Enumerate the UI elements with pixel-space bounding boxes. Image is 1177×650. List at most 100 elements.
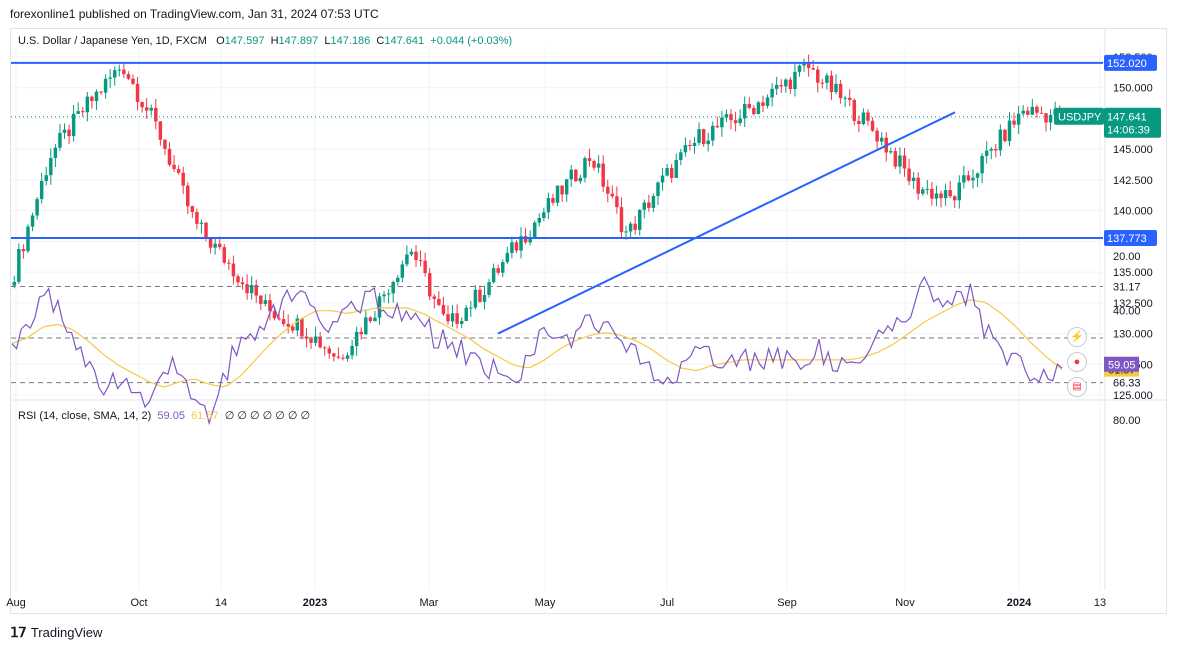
time-axis-tick: 2023 — [303, 597, 327, 609]
time-axis-tick: 2024 — [1007, 597, 1032, 609]
candle-body — [820, 82, 825, 84]
close-label: C — [376, 35, 385, 47]
candle-body — [510, 242, 514, 253]
candle-body — [514, 242, 519, 251]
candle-body — [327, 348, 332, 354]
candle-body — [195, 212, 199, 224]
tradingview-logo-icon: 𝟣𝟩 — [10, 624, 27, 640]
candle-body — [103, 78, 108, 93]
candle-body — [939, 193, 943, 199]
candle-body — [811, 68, 815, 70]
candle-body — [1039, 112, 1044, 114]
price-axis-tick: 140.000 — [1113, 206, 1153, 218]
candle-body — [994, 148, 998, 151]
candle-body — [122, 69, 126, 75]
time-axis-tick: Sep — [777, 597, 797, 609]
candle-body — [683, 144, 688, 153]
candle-body — [861, 112, 866, 125]
candle-body — [825, 75, 829, 83]
candle-body — [756, 102, 761, 115]
candle-body — [843, 97, 847, 99]
candle-body — [368, 317, 373, 322]
candle-body — [665, 168, 669, 176]
us-flag-icon[interactable]: ▤ — [1067, 377, 1087, 397]
candle-body — [925, 188, 930, 190]
candle-body — [907, 168, 911, 182]
candle-body — [313, 336, 318, 343]
candle-body — [747, 103, 752, 108]
time-axis-tick: Oct — [130, 597, 147, 609]
candle-body — [560, 185, 564, 195]
candle-body — [286, 324, 290, 327]
candle-body — [181, 172, 185, 186]
candle-body — [784, 79, 788, 87]
candle-body — [829, 75, 834, 93]
candle-body — [802, 63, 806, 66]
candle-body — [898, 155, 902, 167]
candle-body — [263, 300, 268, 304]
candle-body — [980, 155, 984, 174]
candle-body — [788, 79, 793, 89]
price-axis-tick: 125.000 — [1113, 390, 1153, 402]
candle-body — [455, 313, 459, 324]
candle-body — [254, 284, 258, 296]
candle-body — [35, 199, 39, 216]
rsi-line — [11, 275, 1063, 426]
candle-body — [984, 150, 989, 156]
candle-body — [304, 336, 309, 339]
candle-body — [615, 196, 619, 208]
candle-body — [99, 91, 103, 93]
candle-body — [291, 326, 295, 331]
symbol-legend: U.S. Dollar / Japanese Yen, 1D, FXCM O14… — [18, 35, 512, 47]
candle-body — [158, 121, 163, 140]
high-value: 147.897 — [278, 35, 319, 47]
candle-body — [806, 63, 811, 69]
candle-body — [1021, 110, 1025, 114]
candle-body — [112, 70, 117, 78]
candle-body — [117, 69, 122, 71]
candle-body — [505, 252, 510, 263]
candle-body — [706, 140, 710, 145]
rsi-axis-tick: 31.17 — [1113, 282, 1141, 294]
candle-body — [834, 83, 838, 93]
candle-body — [624, 231, 628, 233]
candle-body — [765, 97, 770, 106]
candle-body — [989, 148, 993, 151]
close-value: 147.641 — [384, 35, 425, 47]
candle-body — [240, 282, 245, 285]
candle-body — [679, 152, 683, 160]
price-axis-tick: 132.500 — [1113, 298, 1153, 310]
candle-body — [957, 182, 962, 201]
candle-body — [186, 185, 190, 207]
price-axis-tick: 145.000 — [1113, 144, 1153, 156]
rsi-title: RSI (14, close, SMA, 14, 2) — [18, 410, 152, 422]
candle-body — [17, 249, 21, 282]
candle-body — [669, 168, 674, 178]
candle-body — [208, 237, 213, 248]
candle-body — [277, 318, 281, 320]
time-axis-tick: 14 — [215, 597, 227, 609]
candle-body — [774, 85, 779, 89]
candle-body — [382, 294, 386, 297]
tradingview-footer[interactable]: 𝟣𝟩 TradingView — [10, 624, 102, 641]
candle-body — [519, 236, 523, 251]
candle-body — [231, 263, 236, 277]
candle-body — [322, 347, 327, 349]
countdown-tag: 14:06:39 — [1107, 125, 1150, 137]
candle-body — [482, 294, 487, 302]
rsi-sma-line — [11, 299, 1063, 388]
chart-frame[interactable] — [10, 28, 1167, 614]
candle-body — [692, 142, 697, 146]
candle-body — [450, 313, 455, 322]
rsi-axis-tick: 80.00 — [1113, 415, 1141, 427]
record-icon[interactable]: ● — [1067, 352, 1087, 372]
lightning-icon[interactable]: ⚡ — [1067, 327, 1087, 347]
candle-body — [893, 151, 898, 167]
candle-body — [688, 144, 692, 146]
candle-body — [742, 103, 747, 119]
candle-body — [879, 137, 884, 142]
candle-body — [875, 130, 879, 142]
candle-body — [478, 289, 482, 302]
candle-body — [176, 169, 181, 173]
